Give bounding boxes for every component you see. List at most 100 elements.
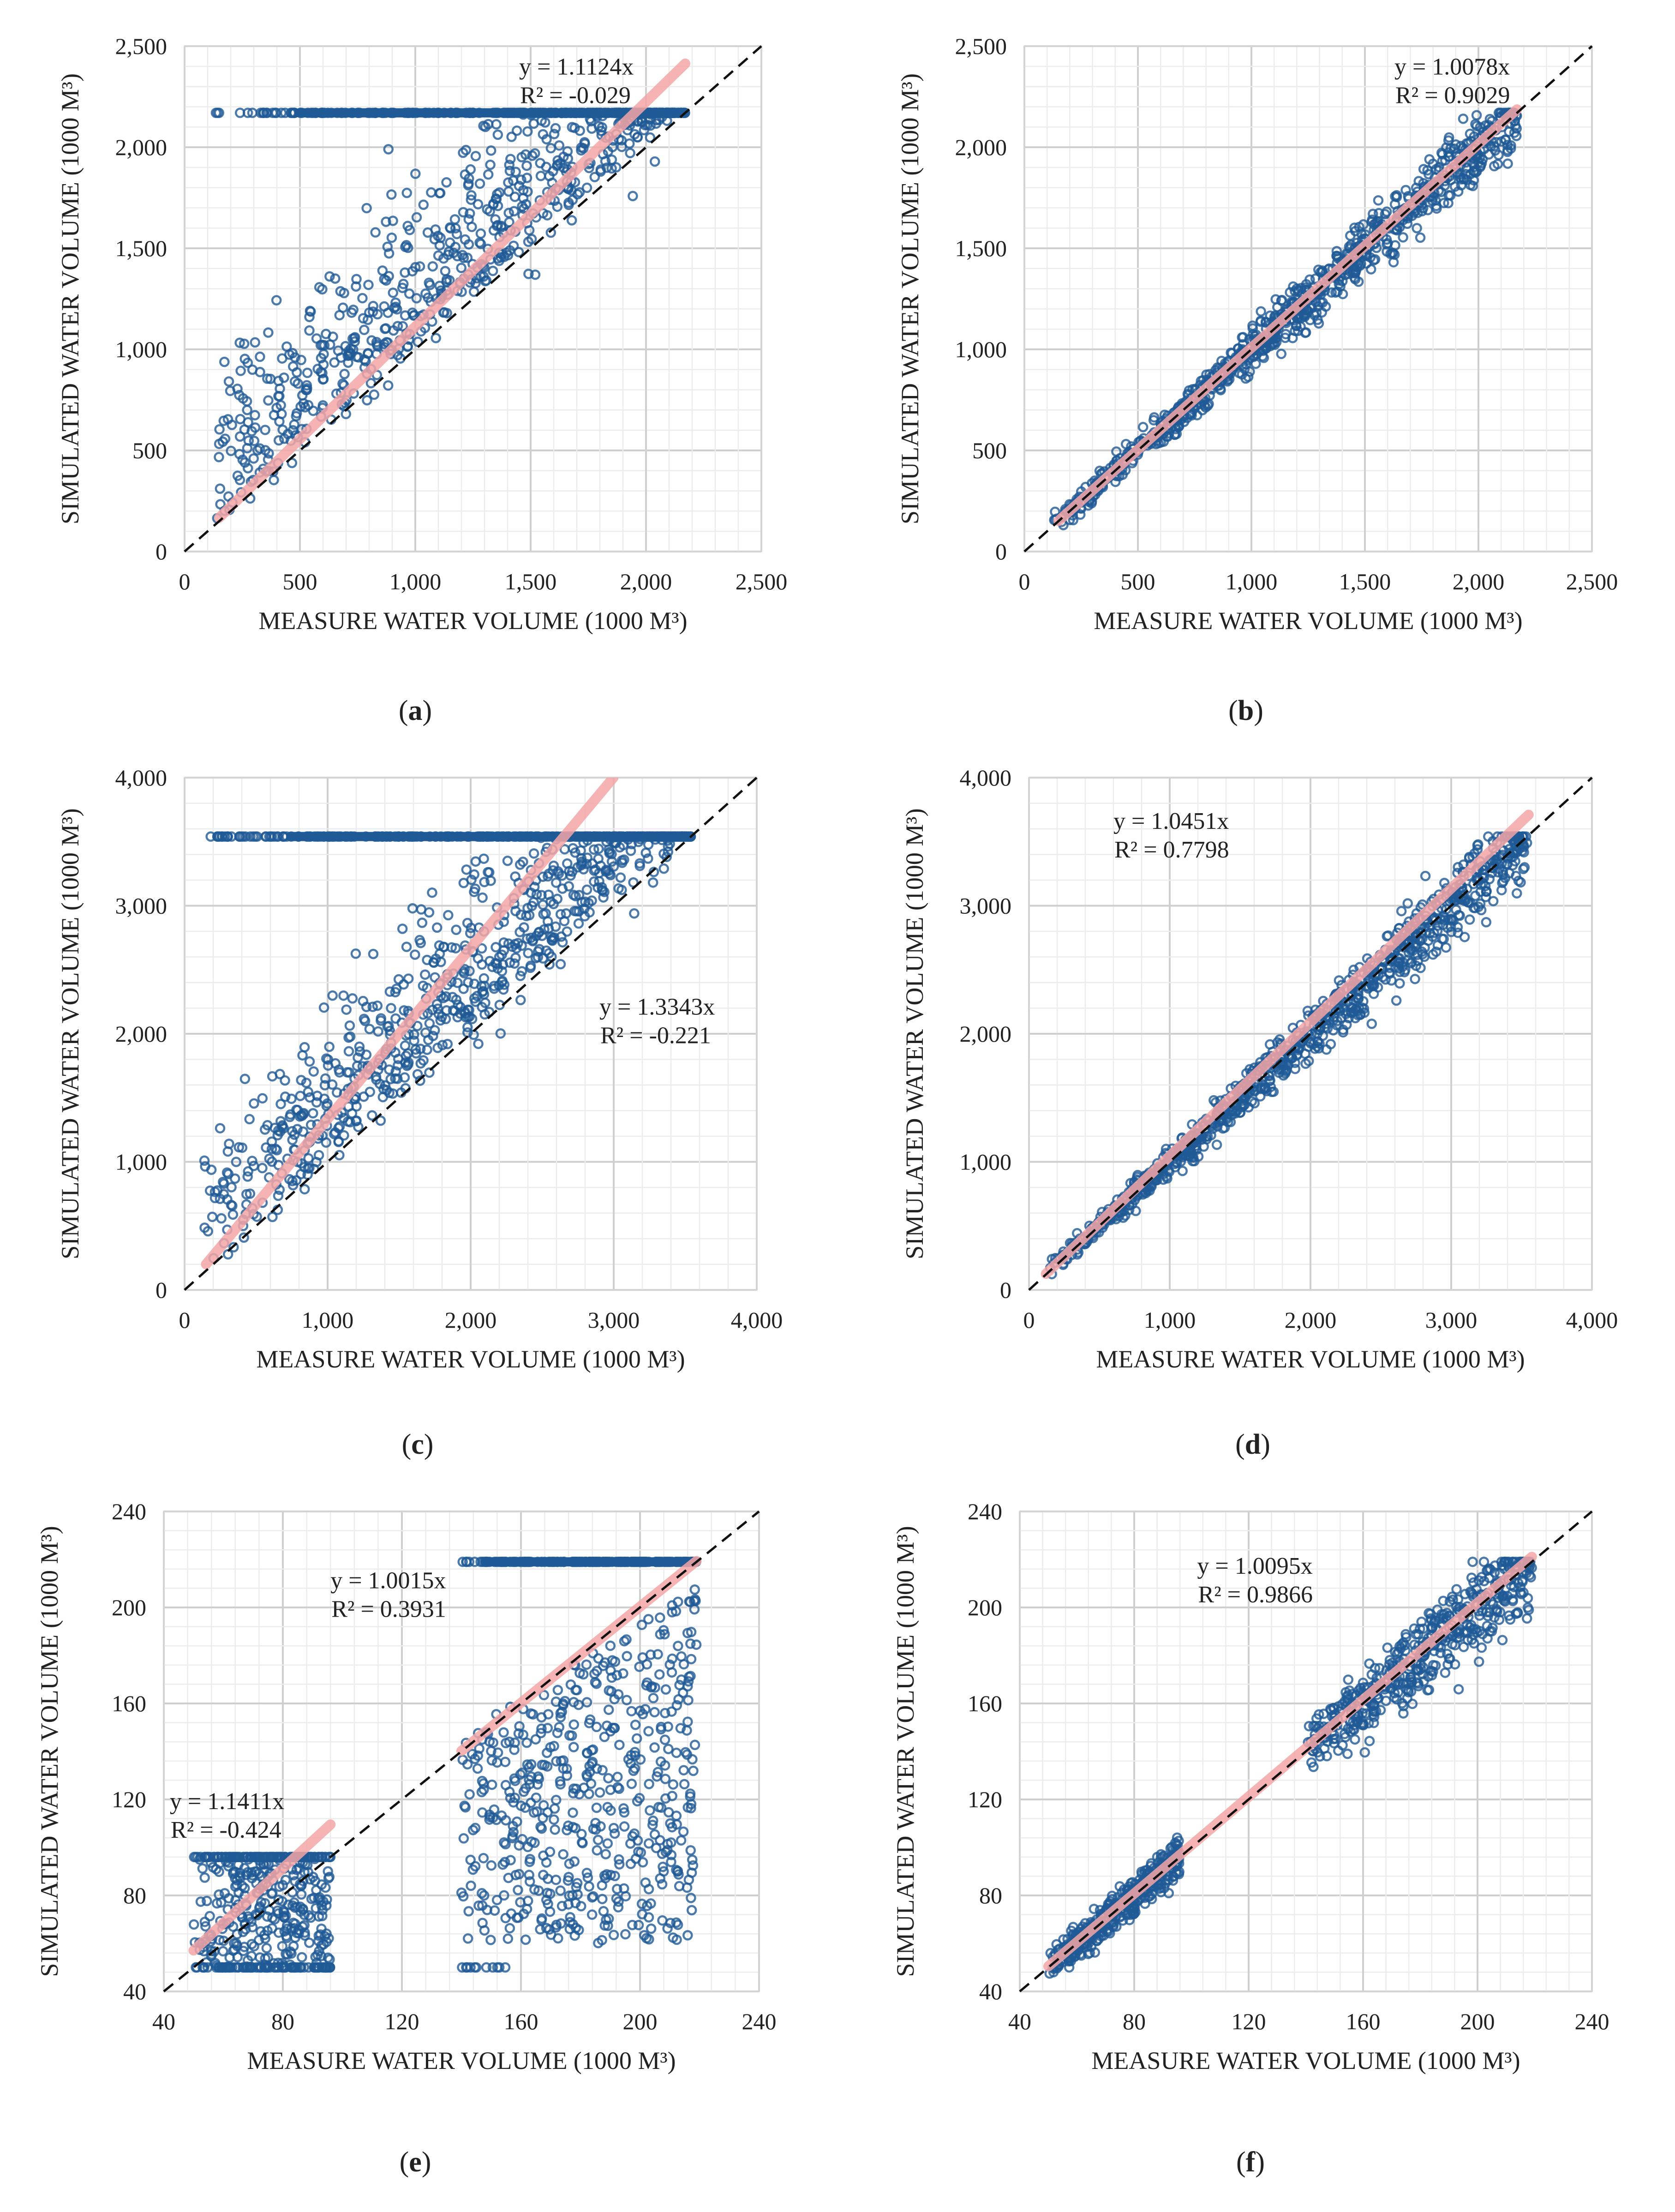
data-point	[516, 966, 527, 977]
data-point	[207, 1211, 218, 1222]
data-point	[302, 367, 313, 378]
data-point	[267, 1156, 277, 1167]
data-point	[658, 1861, 668, 1872]
data-point	[1412, 223, 1422, 234]
data-point	[557, 937, 568, 947]
y-axis-title: SIMULATED WATER VOLUME (1000 M³)	[56, 73, 84, 524]
panel-label: (d)	[1235, 1429, 1270, 1460]
data-point	[450, 943, 461, 953]
data-point	[314, 282, 325, 293]
data-point	[452, 977, 463, 988]
data-point	[649, 1742, 660, 1753]
data-point	[470, 151, 481, 162]
panel-letter: a	[408, 695, 423, 726]
data-point	[275, 1098, 286, 1109]
identity-line	[184, 777, 758, 1291]
data-point	[410, 949, 420, 960]
data-point	[548, 899, 559, 910]
data-point	[339, 1130, 349, 1141]
data-point	[574, 126, 585, 136]
data-point	[443, 249, 454, 260]
data-point	[215, 483, 226, 494]
data-point	[291, 411, 301, 422]
data-point	[1437, 934, 1448, 944]
data-point	[388, 216, 398, 226]
data-point	[1391, 192, 1402, 203]
data-point	[536, 1723, 547, 1734]
plot-frame	[1028, 777, 1593, 1291]
data-point	[1216, 355, 1227, 366]
data-point	[308, 1108, 318, 1119]
data-point	[1464, 914, 1475, 925]
data-point	[639, 125, 650, 136]
data-point	[685, 1791, 695, 1802]
data-point	[310, 1962, 321, 1973]
data-point	[316, 1923, 327, 1934]
data-point	[551, 877, 562, 888]
y-tick-label: 0	[156, 539, 167, 564]
data-point	[487, 961, 498, 972]
data-point	[477, 892, 488, 903]
data-point	[597, 122, 607, 133]
data-point	[660, 1684, 671, 1695]
data-point	[1358, 219, 1369, 230]
identity-line	[1028, 777, 1593, 1291]
data-point	[383, 248, 395, 259]
data-point	[504, 160, 515, 170]
data-point	[204, 1911, 215, 1922]
x-tick-label: 120	[385, 2008, 419, 2034]
data-point	[348, 305, 359, 315]
data-point	[456, 263, 467, 273]
y-tick-label: 500	[972, 438, 1007, 463]
data-point	[263, 448, 274, 459]
data-point	[1149, 412, 1160, 423]
data-point	[234, 1852, 245, 1863]
data-point	[212, 1852, 223, 1863]
data-point	[552, 866, 563, 877]
data-point	[343, 1046, 354, 1057]
data-point	[422, 227, 433, 238]
data-point	[521, 160, 532, 171]
data-point	[479, 1925, 490, 1936]
data-point	[458, 252, 469, 263]
data-point	[337, 378, 348, 389]
data-point	[354, 1046, 365, 1057]
data-point	[463, 178, 474, 189]
data-point	[473, 1038, 484, 1049]
data-point	[347, 1108, 358, 1119]
data-point	[314, 1946, 324, 1956]
panel-label: (c)	[402, 1429, 434, 1460]
data-point	[370, 227, 381, 238]
data-point	[254, 443, 265, 454]
data-point	[520, 199, 532, 210]
data-point	[295, 1169, 306, 1180]
data-point	[466, 194, 477, 205]
data-point	[299, 402, 311, 413]
data-point	[571, 906, 582, 917]
data-point	[535, 1822, 546, 1832]
data-point	[1493, 108, 1504, 118]
x-tick-label: 160	[504, 2008, 538, 2034]
data-point	[426, 187, 437, 198]
data-point	[372, 1000, 383, 1011]
data-point	[524, 225, 535, 236]
data-point	[1241, 359, 1251, 370]
data-point	[432, 1003, 443, 1014]
data-point	[462, 1933, 473, 1944]
data-point	[1333, 251, 1343, 262]
data-point	[277, 1941, 288, 1952]
data-point	[214, 424, 225, 435]
data-point	[231, 1157, 242, 1167]
data-point	[223, 1893, 234, 1904]
data-point	[1476, 905, 1487, 916]
data-point	[514, 927, 525, 937]
x-tick-label: 0	[179, 1307, 191, 1333]
data-point	[329, 357, 340, 368]
data-point	[334, 1121, 345, 1132]
data-point	[284, 349, 295, 360]
data-point	[1296, 282, 1306, 294]
x-tick-label: 2,500	[736, 569, 788, 594]
data-point	[435, 188, 446, 198]
y-tick-label: 2,000	[955, 134, 1007, 160]
data-point	[528, 848, 539, 859]
